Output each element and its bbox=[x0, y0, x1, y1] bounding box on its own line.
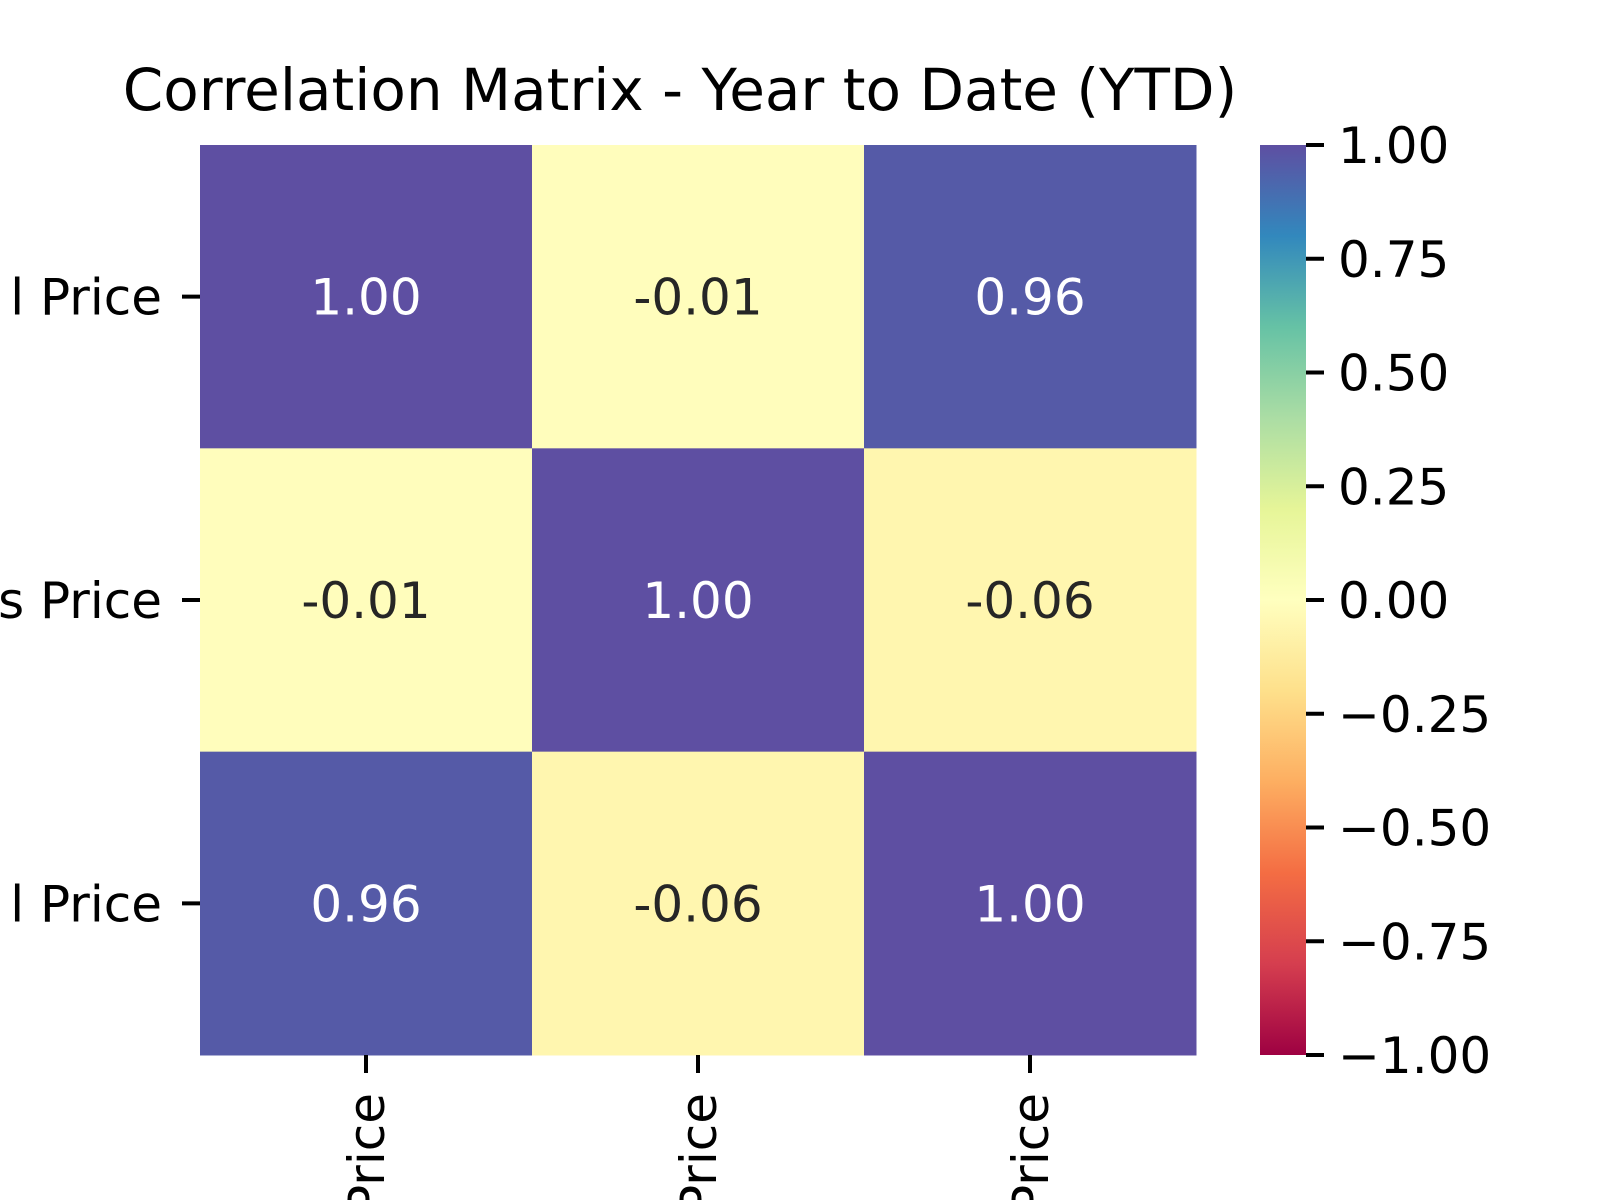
colorbar-ticks: 1.00 0.75 0.50 0.25 0.00 −0.25 −0.50 −0.75 −1.00 bbox=[1306, 117, 1491, 1085]
colorbar-gradient bbox=[1260, 145, 1306, 1055]
colorbar-tick-label: 1.00 bbox=[1338, 117, 1449, 175]
colorbar-tick-label: −0.75 bbox=[1338, 913, 1491, 971]
colorbar-tick-label: −1.00 bbox=[1338, 1027, 1491, 1085]
y-axis: l Price s Price l Price bbox=[0, 269, 200, 933]
x-tick-label: Price bbox=[338, 1093, 396, 1200]
chart-title: Correlation Matrix - Year to Date (YTD) bbox=[123, 56, 1237, 124]
cell-value-label: -0.01 bbox=[301, 572, 430, 630]
heatmap-cell bbox=[532, 751, 865, 1056]
heatmap-cell bbox=[532, 145, 865, 449]
x-tick-label: Price bbox=[670, 1093, 728, 1200]
x-tick-label: Price bbox=[1002, 1093, 1060, 1200]
heatmap-cell bbox=[864, 448, 1197, 753]
colorbar-tick-label: 0.00 bbox=[1338, 572, 1449, 630]
heatmap-cell bbox=[200, 145, 533, 449]
heatmap-cell bbox=[864, 751, 1197, 1056]
y-tick-label: l Price bbox=[10, 875, 162, 933]
cell-value-label: 0.96 bbox=[310, 875, 421, 933]
colorbar-tick-label: 0.25 bbox=[1338, 458, 1449, 516]
cell-value-label: 1.00 bbox=[974, 875, 1085, 933]
cell-value-label: 1.00 bbox=[310, 269, 421, 327]
heatmap-cell bbox=[200, 448, 533, 753]
y-tick-label: l Price bbox=[10, 269, 162, 327]
colorbar: 1.00 0.75 0.50 0.25 0.00 −0.25 −0.50 −0.75 −1.00 bbox=[1260, 117, 1491, 1085]
colorbar-tick-label: −0.50 bbox=[1338, 800, 1491, 858]
heatmap-cell bbox=[200, 751, 533, 1056]
cell-value-label: 1.00 bbox=[642, 572, 753, 630]
cell-value-label: 0.96 bbox=[974, 269, 1085, 327]
heatmap-cells: 1.00 -0.01 0.96 -0.01 1.00 -0.06 0.96 -0.06 1.00 bbox=[200, 145, 1197, 1056]
cell-value-label: -0.06 bbox=[965, 572, 1094, 630]
colorbar-tick-label: −0.25 bbox=[1338, 686, 1491, 744]
cell-value-label: -0.01 bbox=[633, 269, 762, 327]
y-tick-label: s Price bbox=[0, 572, 162, 630]
cell-value-label: -0.06 bbox=[633, 875, 762, 933]
colorbar-tick-label: 0.50 bbox=[1338, 345, 1449, 403]
colorbar-tick-label: 0.75 bbox=[1338, 231, 1449, 289]
heatmap-cell bbox=[864, 145, 1197, 449]
heatmap-cell bbox=[532, 448, 865, 753]
x-axis: Price Price Price bbox=[338, 1054, 1060, 1200]
